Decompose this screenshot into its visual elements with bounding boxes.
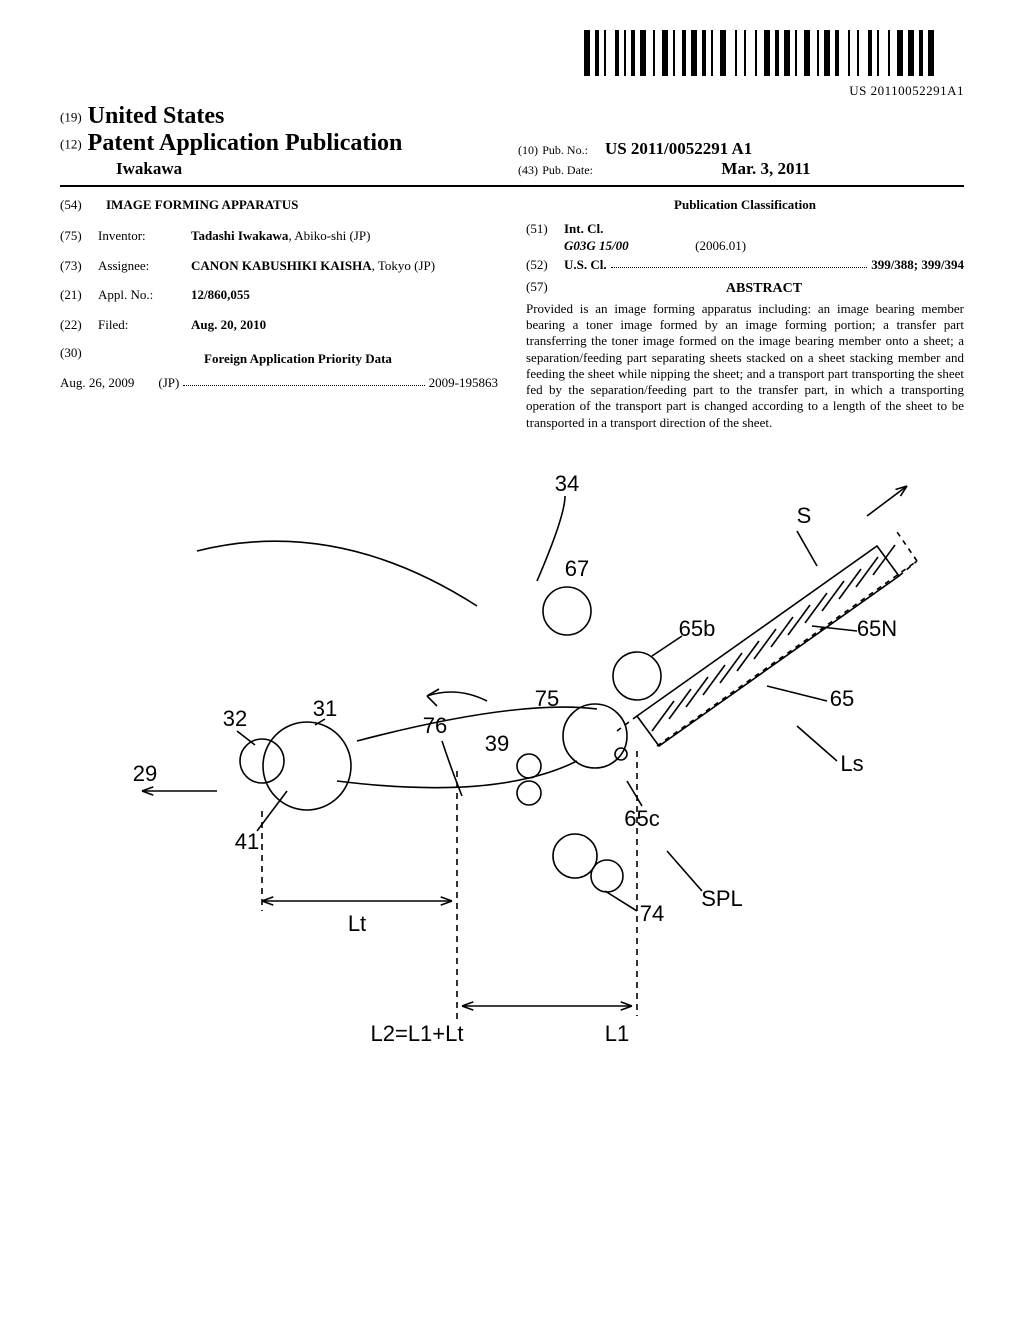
svg-text:29: 29 <box>133 761 157 786</box>
svg-text:65b: 65b <box>679 616 716 641</box>
uscl-codes: 399/388; 399/394 <box>871 257 964 273</box>
figure: 3467S65b65N65Ls7565c39747631322941LtL1SP… <box>60 461 964 1086</box>
svg-text:41: 41 <box>235 829 259 854</box>
pubdate-label: Pub. Date: <box>542 163 593 177</box>
header-author: Iwakawa <box>116 159 506 179</box>
priority-cc: (JP) <box>158 375 179 391</box>
uscl-label: U.S. Cl. <box>564 257 607 273</box>
assignee-num: (73) <box>60 257 98 275</box>
svg-text:Ls: Ls <box>840 751 863 776</box>
publication-type: Patent Application Publication <box>88 130 403 156</box>
svg-text:67: 67 <box>565 556 589 581</box>
intcl-label: Int. Cl. <box>564 221 603 236</box>
svg-text:76: 76 <box>423 713 447 738</box>
svg-text:L1: L1 <box>605 1021 629 1046</box>
abstract-heading: ABSTRACT <box>564 281 964 297</box>
svg-text:65c: 65c <box>624 806 659 831</box>
invention-title: IMAGE FORMING APPARATUS <box>98 197 298 213</box>
svg-text:31: 31 <box>313 696 337 721</box>
svg-text:SPL: SPL <box>701 886 743 911</box>
applno: 12/860,055 <box>183 286 498 304</box>
inventor-loc: , Abiko-shi (JP) <box>288 228 370 243</box>
svg-text:32: 32 <box>223 706 247 731</box>
svg-text:65N: 65N <box>857 616 897 641</box>
assignee-name: CANON KABUSHIKI KAISHA <box>191 258 372 273</box>
svg-text:39: 39 <box>485 731 509 756</box>
barcode-region: US 20110052291A1 <box>60 30 964 99</box>
bibliographic-columns: (54) IMAGE FORMING APPARATUS (75) Invent… <box>60 197 964 431</box>
title-num: (54) <box>60 197 98 213</box>
svg-text:74: 74 <box>640 901 664 926</box>
intcl-code: G03G 15/00 <box>564 238 629 253</box>
intcl-num: (51) <box>526 221 564 255</box>
priority-num: (30) <box>60 345 98 375</box>
header: (19) United States (12) Patent Applicati… <box>60 103 964 179</box>
priority-appno: 2009-195863 <box>429 375 498 391</box>
svg-text:L2=L1+Lt: L2=L1+Lt <box>371 1021 464 1046</box>
inventor-name: Tadashi Iwakawa <box>191 228 288 243</box>
classification-heading: Publication Classification <box>526 197 964 213</box>
svg-text:Lt: Lt <box>348 911 366 936</box>
svg-text:34: 34 <box>555 471 579 496</box>
abstract-text: Provided is an image forming apparatus i… <box>526 301 964 431</box>
prefix-43: (43) <box>518 163 538 177</box>
prefix-19: (19) <box>60 109 82 124</box>
left-column: (54) IMAGE FORMING APPARATUS (75) Invent… <box>60 197 498 431</box>
filed-num: (22) <box>60 316 98 334</box>
divider <box>60 185 964 187</box>
right-column: Publication Classification (51) Int. Cl.… <box>526 197 964 431</box>
assignee-loc: , Tokyo (JP) <box>372 258 436 273</box>
filed-label: Filed: <box>98 316 183 334</box>
svg-text:65: 65 <box>830 686 854 711</box>
intcl-date: (2006.01) <box>695 238 746 253</box>
inventor-label: Inventor: <box>98 227 183 245</box>
barcode-number: US 20110052291A1 <box>60 83 964 99</box>
applno-label: Appl. No.: <box>98 286 183 304</box>
prefix-12: (12) <box>60 136 82 151</box>
prefix-10: (10) <box>518 143 538 157</box>
inventor-num: (75) <box>60 227 98 245</box>
assignee-label: Assignee: <box>98 257 183 275</box>
svg-text:S: S <box>797 503 812 528</box>
pubno-label: Pub. No.: <box>542 143 588 157</box>
priority-heading: Foreign Application Priority Data <box>98 351 498 367</box>
applno-num: (21) <box>60 286 98 304</box>
country: United States <box>88 103 225 129</box>
filed-date: Aug. 20, 2010 <box>183 316 498 334</box>
abstract-num: (57) <box>526 279 564 295</box>
uscl-num: (52) <box>526 257 564 273</box>
dotted-leader-2 <box>611 257 868 268</box>
dotted-leader <box>183 375 424 386</box>
pubdate: Mar. 3, 2011 <box>721 159 810 178</box>
priority-date: Aug. 26, 2009 <box>60 375 134 391</box>
barcode <box>584 30 964 81</box>
pubno: US 2011/0052291 A1 <box>605 139 752 158</box>
